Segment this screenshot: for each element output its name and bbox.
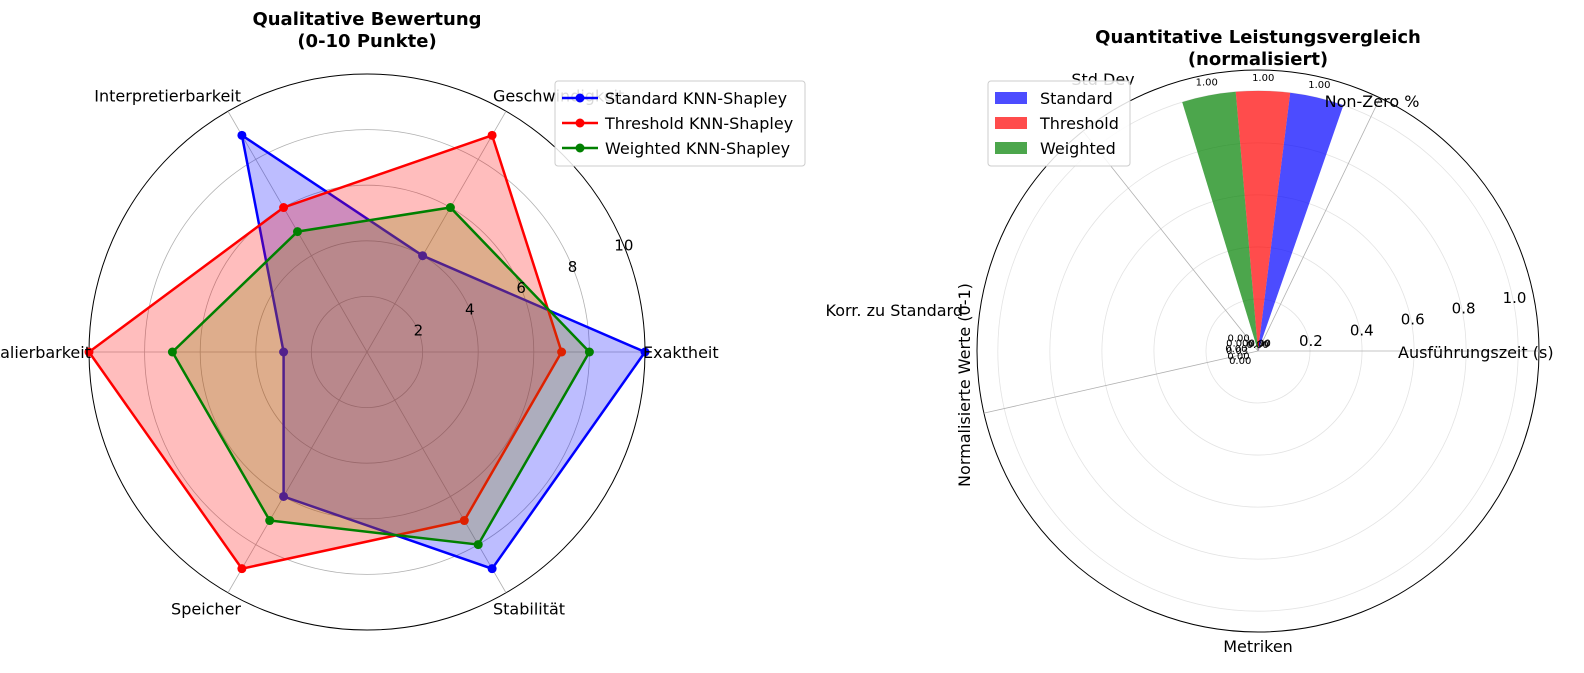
polar-bar-value-label: 0.00 bbox=[1228, 333, 1250, 344]
polar-legend: Standard Threshold Weighted bbox=[987, 80, 1131, 167]
radar-radial-tick-label: 2 bbox=[414, 322, 424, 340]
radar-radial-tick-label: 10 bbox=[614, 237, 633, 255]
radar-title: Qualitative Bewertung (0-10 Punkte) bbox=[252, 9, 481, 52]
radar-radial-tick-label: 8 bbox=[568, 258, 578, 276]
radar-spoke bbox=[366, 351, 507, 593]
polar-bar-value-label: 0.00 bbox=[1229, 356, 1251, 367]
polar-category-label: Korr. zu Standard bbox=[826, 301, 963, 320]
polar-bar-value-label: 0.00 bbox=[1227, 351, 1249, 362]
polar-legend-entry: Standard bbox=[1040, 89, 1113, 108]
radar-radial-tick-label: 6 bbox=[516, 279, 526, 297]
polar-bars-threshold: 0.001.000.000.00 bbox=[1226, 73, 1291, 362]
polar-bar-value-label: 1.00 bbox=[1252, 73, 1274, 84]
polar-bar-value-label: 0.00 bbox=[1246, 340, 1268, 351]
polar-bar bbox=[1182, 91, 1258, 352]
radar-category-label: Skalierbarkeit bbox=[0, 343, 91, 362]
radar-legend-marker bbox=[575, 143, 585, 153]
title-line: Quantitative Leistungsvergleich bbox=[1095, 27, 1421, 48]
radar-category-label: Stabilität bbox=[493, 599, 565, 618]
radar-spoke bbox=[366, 111, 507, 353]
radar-point bbox=[265, 516, 275, 526]
radar-point bbox=[167, 347, 177, 357]
polar-bar-value-label: 1.00 bbox=[1308, 80, 1330, 91]
polar-category-label: Ausführungszeit (s) bbox=[1398, 343, 1554, 362]
polar-bar-chart: 0.001.000.000.030.001.000.000.000.001.00… bbox=[826, 27, 1554, 656]
radar-point bbox=[584, 347, 594, 357]
radar-point bbox=[237, 130, 247, 140]
radar-point bbox=[473, 540, 483, 550]
polar-legend-entry: Weighted bbox=[1040, 139, 1116, 158]
polar-category-label: Non-Zero % bbox=[1325, 92, 1420, 111]
polar-radial-tick-label: 1.0 bbox=[1503, 289, 1527, 307]
polar-legend-swatch bbox=[995, 92, 1027, 104]
radar-radial-tick-label: 4 bbox=[465, 300, 475, 318]
polar-radial-ticks: 0.2 0.4 0.6 0.8 1.0 bbox=[1299, 289, 1526, 350]
radar-series-weighted-knn-shapley bbox=[167, 203, 594, 550]
radar-area-weighted-knn-shapley bbox=[172, 207, 590, 545]
polar-spoke bbox=[1257, 97, 1381, 352]
polar-bar-value-label: 0.00 bbox=[1248, 339, 1270, 350]
radar-legend-marker bbox=[575, 93, 585, 103]
radar-legend-entry: Weighted KNN-Shapley bbox=[605, 139, 790, 158]
polar-radial-tick-label: 0.2 bbox=[1299, 332, 1323, 350]
radar-spoke bbox=[227, 351, 368, 593]
polar-spoke bbox=[983, 350, 1259, 414]
polar-y-axis-label: Normalisierte Werte (0-1) bbox=[955, 283, 974, 487]
polar-legend-entry: Threshold bbox=[1039, 114, 1119, 133]
polar-radial-tick-label: 0.8 bbox=[1452, 300, 1476, 318]
polar-bars-weighted: 0.001.000.000.00 bbox=[1182, 78, 1269, 367]
radar-point bbox=[557, 347, 567, 357]
polar-bar-value-label: 0.03 bbox=[1226, 346, 1248, 357]
radar-point bbox=[445, 203, 455, 213]
radar-legend-marker bbox=[575, 118, 585, 128]
radar-point bbox=[279, 491, 289, 501]
polar-bars-layer: 0.001.000.000.030.001.000.000.000.001.00… bbox=[1182, 73, 1344, 367]
polar-legend-swatch bbox=[995, 117, 1027, 129]
radar-area-standard-knn-shapley bbox=[241, 135, 645, 569]
radar-legend-frame bbox=[554, 80, 806, 167]
radar-point bbox=[293, 227, 302, 237]
title-line: (normalisiert) bbox=[1188, 49, 1328, 70]
polar-radial-tick-label: 0.6 bbox=[1401, 311, 1425, 329]
radar-category-label: Exaktheit bbox=[643, 343, 719, 362]
polar-radial-tick-label: 0.4 bbox=[1350, 321, 1374, 339]
polar-spoke bbox=[1082, 130, 1259, 352]
radar-point bbox=[459, 516, 469, 526]
title-line: (0-10 Punkte) bbox=[297, 31, 436, 52]
radar-point bbox=[418, 251, 428, 261]
radar-series-standard-knn-shapley bbox=[237, 130, 650, 574]
radar-point bbox=[84, 347, 94, 357]
polar-bar-value-label: 1.00 bbox=[1196, 78, 1218, 89]
radar-point bbox=[279, 347, 289, 357]
title-line: Qualitative Bewertung bbox=[252, 9, 481, 30]
radar-area-threshold-knn-shapley bbox=[89, 135, 562, 569]
radar-point bbox=[487, 130, 497, 140]
radar-legend-entry: Standard KNN-Shapley bbox=[605, 89, 787, 108]
polar-bar bbox=[1258, 92, 1344, 352]
radar-point bbox=[640, 347, 650, 357]
polar-bar bbox=[1235, 90, 1291, 351]
polar-legend-swatch bbox=[995, 142, 1027, 154]
radar-radial-ticks: 2 4 6 8 10 bbox=[414, 237, 634, 340]
radar-point bbox=[279, 203, 289, 213]
polar-bar-value-label: 0.00 bbox=[1225, 344, 1247, 355]
radar-category-label: Interpretierbarkeit bbox=[94, 87, 241, 106]
radar-point bbox=[487, 564, 497, 574]
polar-x-axis-label: Metriken bbox=[1223, 637, 1293, 656]
polar-bars-standard: 0.001.000.000.03 bbox=[1226, 80, 1344, 357]
radar-legend: Standard KNN-Shapley Threshold KNN-Shaple… bbox=[554, 80, 806, 167]
polar-title: Quantitative Leistungsvergleich (normalis… bbox=[1095, 27, 1421, 70]
radar-legend-entry: Threshold KNN-Shapley bbox=[604, 114, 793, 133]
radar-series-layer bbox=[84, 130, 650, 574]
radar-point bbox=[237, 564, 247, 574]
radar-series-threshold-knn-shapley bbox=[84, 130, 567, 574]
polar-bar-value-label: 0.00 bbox=[1226, 339, 1248, 350]
radar-category-label: Speicher bbox=[171, 599, 241, 618]
polar-category-labels: Ausführungszeit (s)Non-Zero %Std DevKorr… bbox=[826, 70, 1554, 362]
